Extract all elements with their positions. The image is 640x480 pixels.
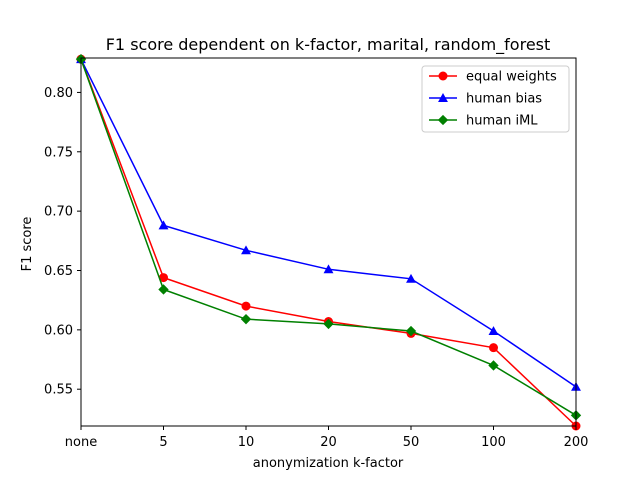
- data-point: [405, 325, 417, 337]
- data-point: [488, 360, 499, 371]
- data-point: [323, 318, 334, 330]
- data-point: [240, 313, 252, 325]
- y-axis: 0.55 0.60 0.65 0.70 0.75 0.80: [44, 86, 81, 398]
- y-tick-label: 0.80: [44, 86, 73, 101]
- y-tick-label: 0.65: [44, 264, 73, 279]
- y-tick-label: 0.60: [44, 323, 73, 338]
- y-tick-label: 0.55: [44, 383, 73, 398]
- data-point: [158, 284, 169, 295]
- x-tick-label: 5: [159, 435, 167, 450]
- legend-marker: [438, 71, 448, 81]
- legend: equal weights human bias human iML: [421, 65, 570, 133]
- x-axis: none 5 10 20 50 100 200: [65, 426, 589, 450]
- y-tick-label: 0.70: [44, 205, 73, 220]
- y-tick-label: 0.75: [44, 145, 73, 160]
- x-tick-label: 100: [481, 435, 506, 450]
- x-tick-label: 10: [238, 435, 255, 450]
- legend-label: equal weights: [466, 70, 557, 85]
- data-point: [488, 326, 499, 335]
- data-point: [159, 273, 168, 283]
- data-point: [241, 301, 251, 311]
- data-point: [489, 343, 498, 353]
- data-point: [158, 220, 169, 230]
- x-tick-label: 200: [564, 435, 589, 450]
- data-point: [323, 264, 334, 274]
- y-axis-label: F1 score: [20, 217, 35, 272]
- x-axis-label: anonymization k-factor: [253, 456, 404, 471]
- data-point: [406, 273, 416, 283]
- x-tick-label: 50: [403, 435, 420, 450]
- x-tick-label: none: [65, 435, 97, 450]
- chart-title: F1 score dependent on k-factor, marital,…: [106, 35, 551, 55]
- legend-label: human iML: [466, 114, 538, 129]
- legend-marker: [438, 93, 448, 102]
- x-tick-label: 20: [320, 435, 337, 450]
- legend-box: [421, 65, 570, 133]
- legend-marker: [437, 114, 449, 126]
- data-point: [241, 245, 251, 255]
- legend-label: human bias: [466, 92, 542, 107]
